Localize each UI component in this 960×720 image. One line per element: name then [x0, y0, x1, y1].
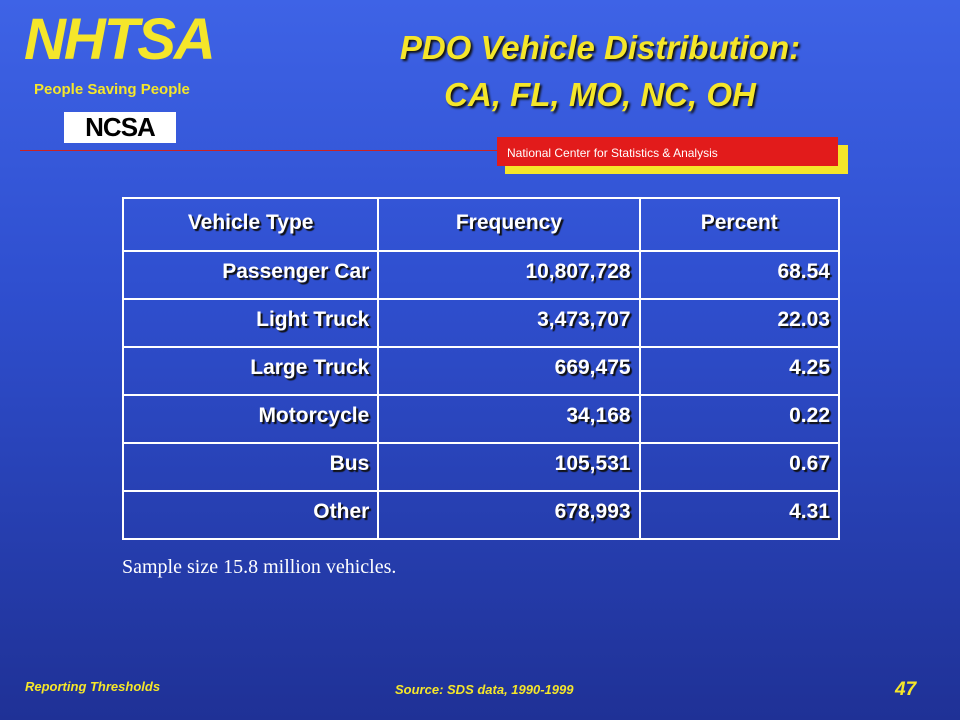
- table-body: Passenger Car 10,807,728 68.54 Light Truck 3…: [121, 250, 841, 540]
- table-row: Light Truck 3,473,707 22.03: [121, 298, 841, 348]
- table-cell: 3,473,707: [377, 298, 641, 348]
- table-cell: 34,168: [377, 394, 641, 444]
- footer-left: Reporting Thresholds: [25, 679, 161, 694]
- table-cell: Large Truck: [121, 346, 380, 396]
- column-header: Percent: [638, 197, 841, 252]
- table-cell: Bus: [121, 442, 380, 492]
- table-row: Bus 105,531 0.67: [121, 442, 841, 492]
- title-line: PDO Vehicle Distribution:: [399, 29, 801, 66]
- table-cell: Light Truck: [121, 298, 380, 348]
- table-cell: 105,531: [377, 442, 641, 492]
- table-cell: 678,993: [377, 490, 641, 540]
- table-row: Passenger Car 10,807,728 68.54: [121, 250, 841, 300]
- table-cell: Other: [121, 490, 380, 540]
- table-cell: 0.67: [638, 442, 841, 492]
- column-header: Vehicle Type: [121, 197, 380, 252]
- table-row: Motorcycle 34,168 0.22: [121, 394, 841, 444]
- header-row: Vehicle Type Frequency Percent: [121, 197, 841, 252]
- sublogo: NCSA: [64, 112, 176, 143]
- table-cell: 669,475: [377, 346, 641, 396]
- rule: [20, 150, 500, 151]
- column-header: Frequency: [377, 197, 641, 252]
- table-cell: Motorcycle: [121, 394, 380, 444]
- page-number: 47: [895, 679, 917, 700]
- table-cell: 0.22: [638, 394, 841, 444]
- table-cell: 4.25: [638, 346, 841, 396]
- table-row: Large Truck 669,475 4.25: [121, 346, 841, 396]
- source: Source: SDS data, 1990-1999: [395, 682, 574, 697]
- table-cell: 4.31: [638, 490, 841, 540]
- banner: National Center for Statistics & Analysi…: [497, 137, 838, 166]
- table-cell: 22.03: [638, 298, 841, 348]
- table: Vehicle Type Frequency Percent Passenger Ca…: [121, 197, 841, 540]
- table-row: Other 678,993 4.31: [121, 490, 841, 540]
- table-cell: Passenger Car: [121, 250, 380, 300]
- title: PDO Vehicle Distribution: CA, FL, MO, NC…: [340, 24, 860, 118]
- title-line: CA, FL, MO, NC, OH: [444, 76, 756, 113]
- tagline: People Saving People: [34, 81, 190, 98]
- table-cell: 68.54: [638, 250, 841, 300]
- note: Sample size 15.8 million vehicles.: [122, 556, 397, 578]
- logo: NHTSA: [24, 7, 216, 72]
- table-cell: 10,807,728: [377, 250, 641, 300]
